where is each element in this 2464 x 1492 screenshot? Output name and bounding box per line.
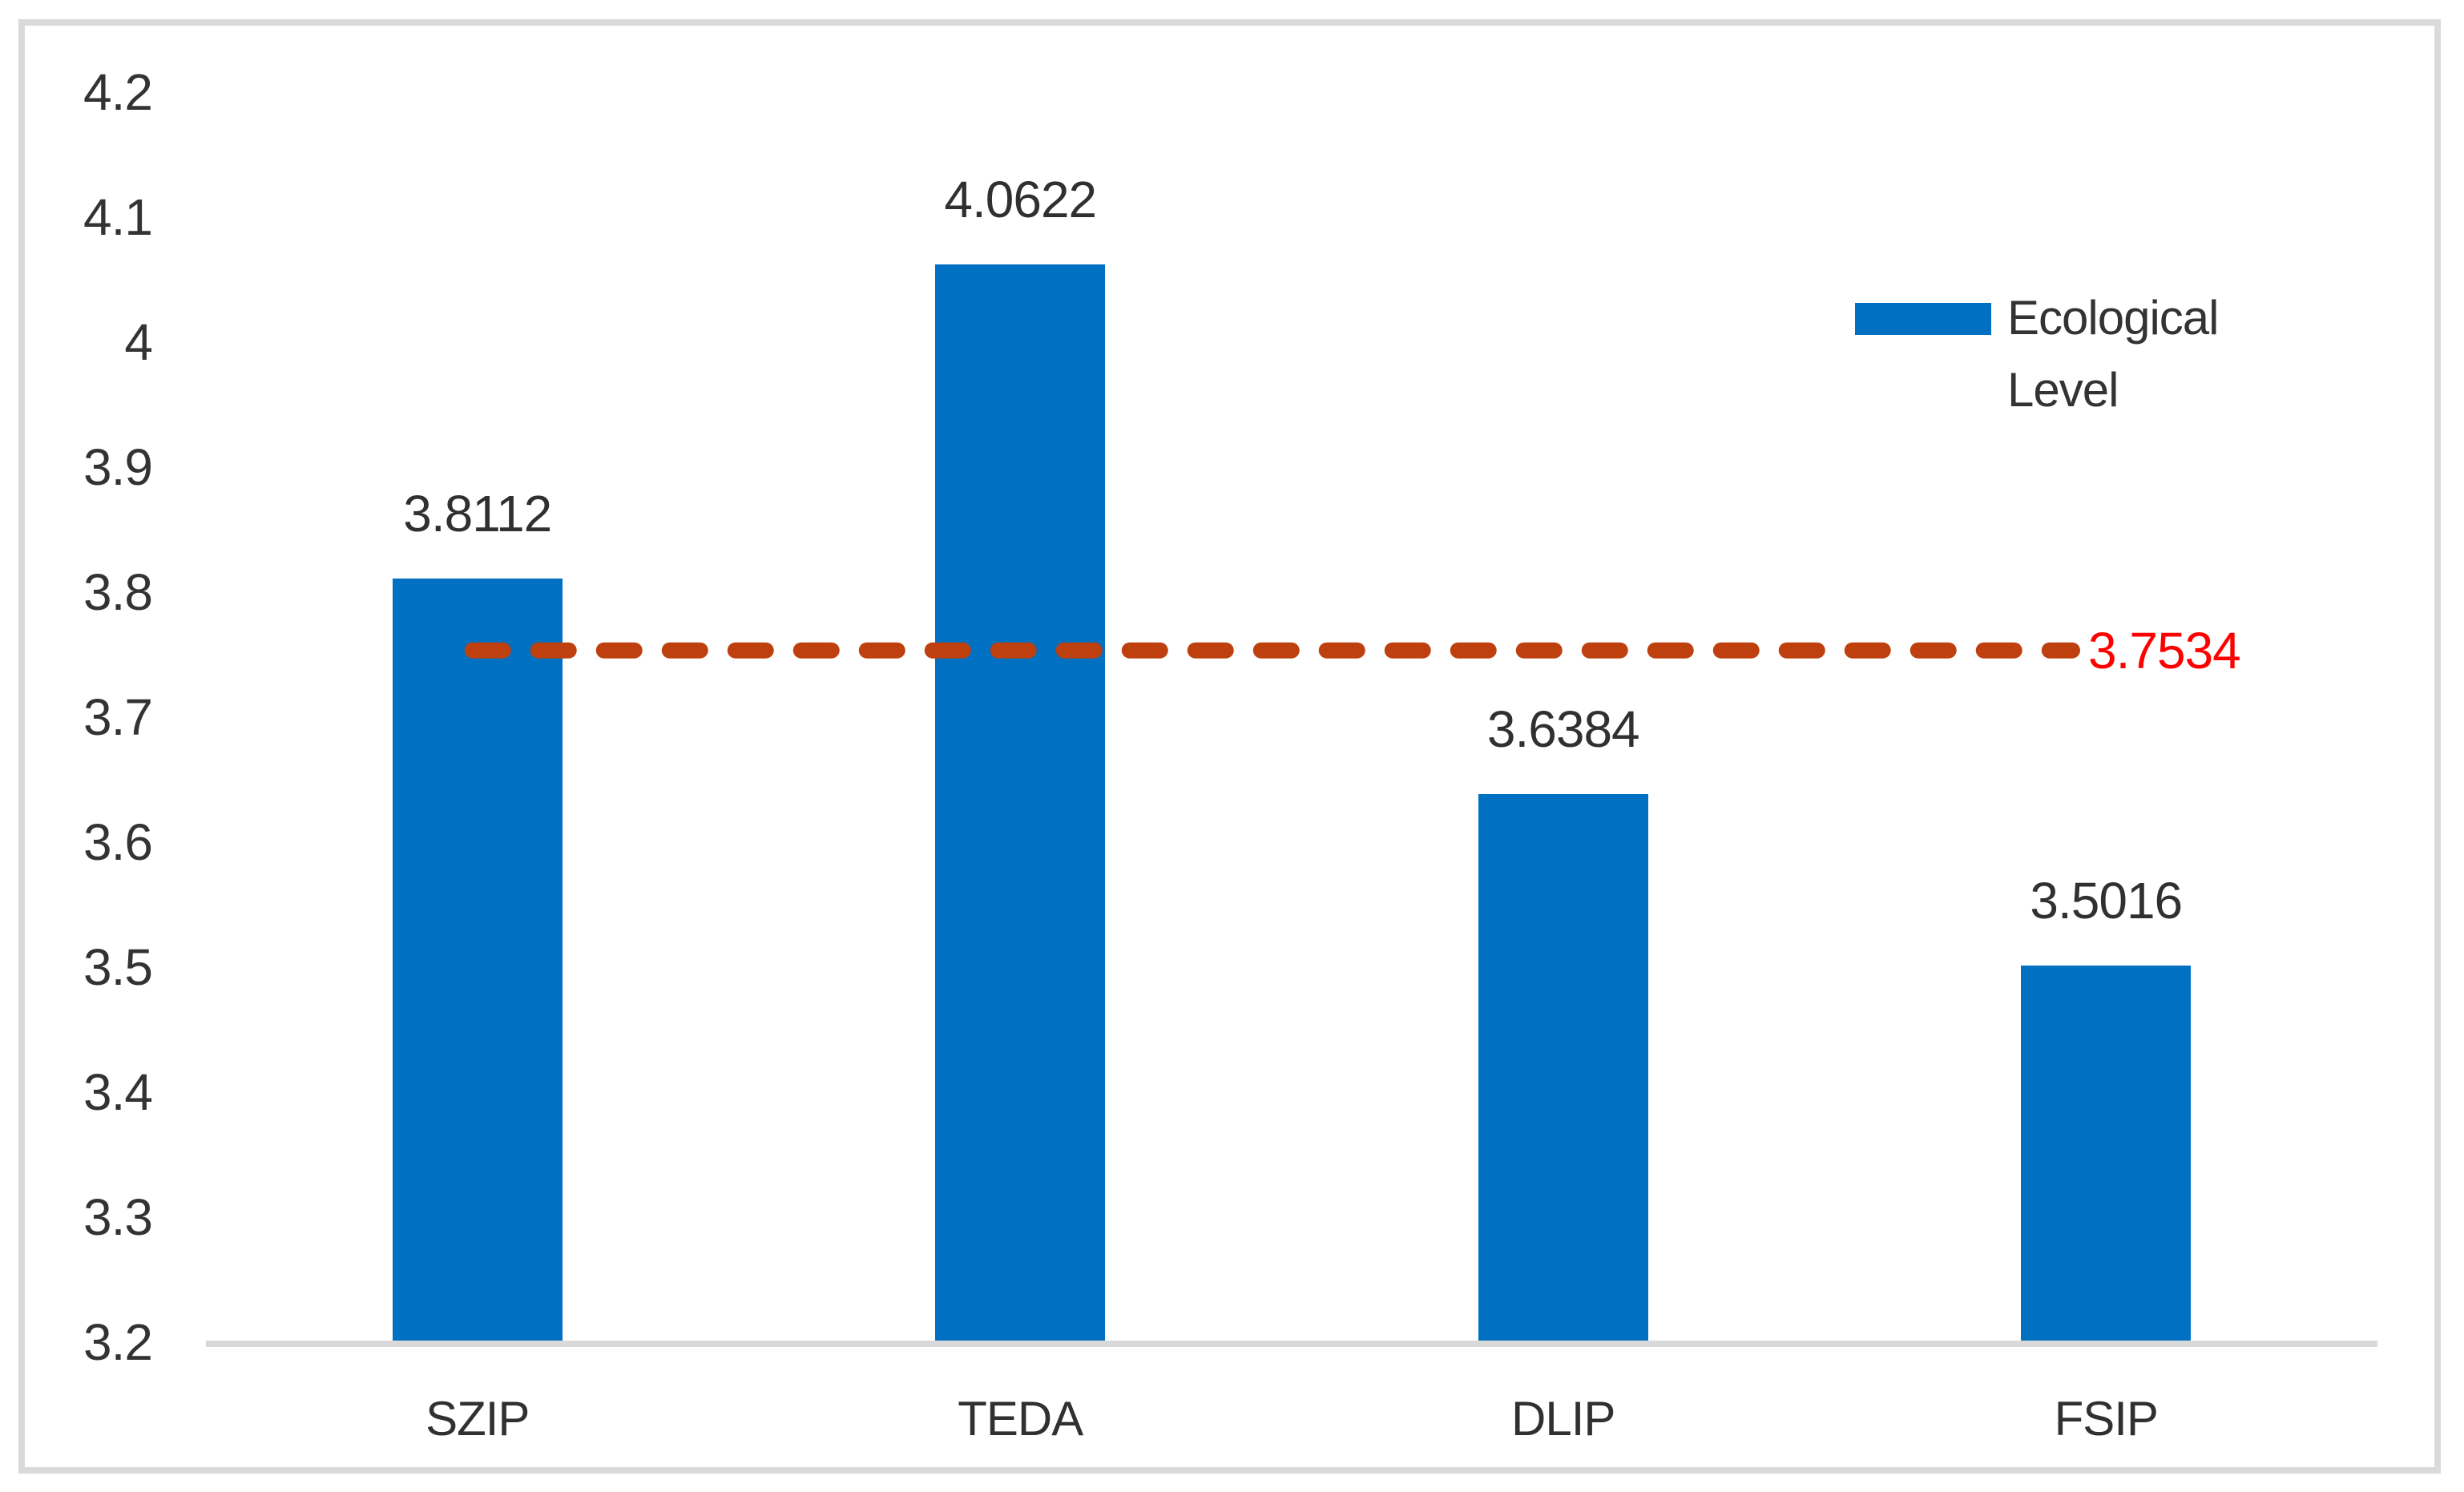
x-axis-line: [206, 1341, 2377, 1347]
y-tick-label-3.8: 3.8: [83, 563, 153, 621]
y-tick-label-4.2: 4.2: [83, 63, 153, 121]
y-tick-label-3.2: 3.2: [83, 1313, 153, 1371]
data-label-FSIP: 3.5016: [2030, 871, 2183, 929]
legend-swatch-icon: [1855, 303, 1991, 335]
bar-DLIP: [1478, 794, 1648, 1342]
y-tick-label-3.3: 3.3: [83, 1188, 153, 1246]
x-tick-label-FSIP: FSIP: [2054, 1392, 2159, 1446]
bar-SZIP: [392, 578, 563, 1342]
x-tick-label-DLIP: DLIP: [1511, 1392, 1615, 1446]
data-label-SZIP: 3.8112: [403, 484, 552, 542]
y-tick-label-3.9: 3.9: [83, 438, 153, 496]
bar-TEDA: [935, 264, 1106, 1342]
bar-FSIP: [2021, 965, 2192, 1342]
data-label-DLIP: 3.6384: [1486, 700, 1640, 759]
reference-line-label: 3.7534: [2088, 621, 2241, 679]
legend-label: Ecological Level: [2007, 291, 2220, 417]
x-tick-label-TEDA: TEDA: [958, 1392, 1083, 1446]
data-label-TEDA: 4.0622: [944, 170, 1097, 228]
y-tick-label-3.5: 3.5: [83, 938, 153, 996]
y-tick-label-3.4: 3.4: [83, 1063, 153, 1121]
y-tick-label-3.7: 3.7: [83, 688, 153, 746]
y-tick-label-4.1: 4.1: [83, 188, 153, 246]
y-tick-label-3.6: 3.6: [83, 813, 153, 871]
x-tick-label-SZIP: SZIP: [425, 1392, 530, 1446]
y-tick-label-4: 4: [124, 313, 153, 371]
